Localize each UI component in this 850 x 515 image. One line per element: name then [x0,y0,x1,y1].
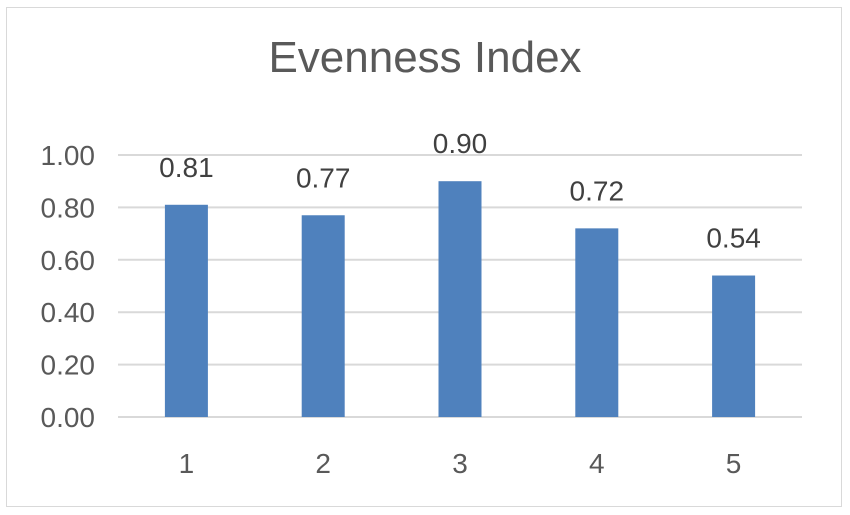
y-tick-label: 0.80 [41,192,96,223]
x-tick-label: 3 [452,448,468,479]
data-label-1: 0.81 [159,152,214,183]
y-tick-label: 0.60 [41,245,96,276]
bar-2 [301,215,345,417]
data-label-5: 0.54 [706,223,761,254]
x-tick-label: 5 [726,448,742,479]
bar-3 [438,181,482,417]
x-axis-ticks: 1 2 3 4 5 [179,448,742,479]
y-tick-label: 1.00 [41,140,96,171]
y-tick-label: 0.40 [41,297,96,328]
y-tick-label: 0.20 [41,350,96,381]
data-label-4: 0.72 [570,175,625,206]
chart-frame [6,7,842,507]
bar-5 [712,275,756,417]
bars [164,181,756,417]
bar-1 [164,204,208,417]
bar-4 [575,228,619,417]
x-tick-label: 4 [589,448,605,479]
y-tick-label: 0.00 [41,402,96,433]
chart-title: Evenness Index [268,33,582,82]
data-label-2: 0.77 [296,162,351,193]
y-axis-ticks: 0.00 0.20 0.40 0.60 0.80 1.00 [41,140,96,433]
x-tick-label: 2 [315,448,331,479]
data-label-3: 0.90 [433,128,488,159]
data-labels: 0.81 0.77 0.90 0.72 0.54 [159,128,761,253]
x-tick-label: 1 [179,448,195,479]
